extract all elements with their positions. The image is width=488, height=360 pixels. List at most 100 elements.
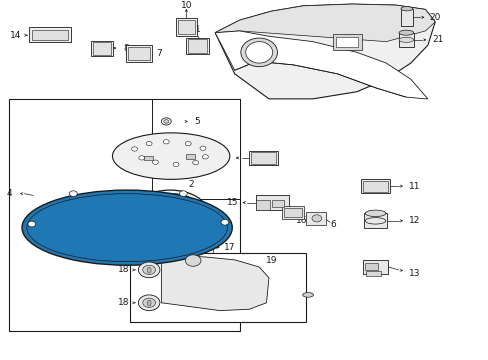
- Text: 3: 3: [100, 220, 105, 229]
- Circle shape: [138, 295, 160, 311]
- Polygon shape: [151, 99, 239, 199]
- Bar: [126, 45, 151, 62]
- Polygon shape: [215, 4, 434, 42]
- Text: 16: 16: [296, 216, 307, 225]
- Circle shape: [202, 155, 208, 159]
- Ellipse shape: [150, 201, 190, 225]
- Circle shape: [152, 160, 158, 164]
- Polygon shape: [215, 4, 434, 99]
- Ellipse shape: [27, 194, 227, 262]
- Ellipse shape: [91, 218, 100, 223]
- Text: 10: 10: [180, 1, 192, 10]
- Circle shape: [173, 162, 179, 166]
- Circle shape: [221, 219, 228, 225]
- Text: 6: 6: [330, 220, 336, 229]
- Text: 19: 19: [265, 256, 277, 265]
- Ellipse shape: [398, 37, 413, 42]
- Ellipse shape: [245, 42, 272, 63]
- Ellipse shape: [132, 190, 207, 237]
- Circle shape: [185, 255, 201, 266]
- Ellipse shape: [365, 210, 385, 217]
- Text: 18: 18: [117, 265, 129, 274]
- Ellipse shape: [64, 202, 126, 239]
- Ellipse shape: [166, 211, 173, 216]
- Bar: [185, 154, 194, 159]
- Bar: [365, 271, 381, 276]
- Ellipse shape: [112, 133, 229, 179]
- Polygon shape: [9, 99, 239, 332]
- Bar: [362, 260, 387, 274]
- Bar: [255, 195, 288, 210]
- Bar: [93, 42, 111, 54]
- Ellipse shape: [79, 211, 111, 230]
- Bar: [176, 18, 196, 36]
- Bar: [91, 41, 113, 56]
- Bar: [305, 212, 325, 225]
- Circle shape: [163, 120, 168, 123]
- Polygon shape: [215, 31, 427, 99]
- Bar: [29, 27, 71, 42]
- Ellipse shape: [22, 190, 232, 265]
- Circle shape: [311, 215, 321, 222]
- Circle shape: [142, 298, 155, 307]
- Bar: [249, 151, 277, 165]
- Text: 17: 17: [224, 243, 235, 252]
- Circle shape: [179, 191, 187, 197]
- Text: 4: 4: [7, 189, 13, 198]
- Bar: [187, 40, 207, 53]
- Circle shape: [185, 141, 191, 146]
- Circle shape: [139, 156, 144, 160]
- Circle shape: [138, 262, 160, 278]
- Ellipse shape: [59, 198, 132, 243]
- Circle shape: [200, 146, 205, 150]
- Ellipse shape: [54, 194, 137, 247]
- Circle shape: [167, 212, 172, 215]
- Ellipse shape: [143, 197, 197, 230]
- Bar: [255, 200, 270, 210]
- Ellipse shape: [240, 38, 277, 67]
- Bar: [336, 37, 357, 48]
- Bar: [129, 253, 305, 323]
- Bar: [362, 181, 387, 192]
- Bar: [400, 9, 412, 26]
- Bar: [398, 33, 413, 47]
- Circle shape: [146, 141, 152, 146]
- Text: 14: 14: [10, 31, 21, 40]
- Ellipse shape: [398, 30, 413, 35]
- Circle shape: [163, 140, 169, 144]
- Polygon shape: [161, 256, 268, 311]
- Bar: [271, 200, 284, 207]
- Ellipse shape: [137, 193, 203, 233]
- Ellipse shape: [400, 6, 412, 11]
- Bar: [178, 20, 194, 34]
- Text: 7: 7: [156, 49, 162, 58]
- Text: 18: 18: [117, 298, 129, 307]
- Text: 13: 13: [408, 269, 420, 278]
- Circle shape: [131, 147, 137, 151]
- Ellipse shape: [365, 218, 385, 224]
- Ellipse shape: [147, 300, 151, 306]
- Bar: [360, 179, 389, 193]
- Text: 12: 12: [408, 216, 420, 225]
- Bar: [144, 156, 153, 161]
- Text: 2: 2: [187, 180, 193, 189]
- Bar: [332, 35, 361, 50]
- Circle shape: [69, 191, 77, 197]
- Bar: [364, 213, 386, 228]
- Text: 20: 20: [428, 13, 440, 22]
- Ellipse shape: [147, 267, 151, 273]
- Bar: [32, 30, 68, 40]
- Text: 21: 21: [431, 35, 443, 44]
- Bar: [282, 206, 303, 219]
- Text: 5: 5: [194, 117, 200, 126]
- Bar: [185, 38, 209, 54]
- Text: 11: 11: [408, 182, 420, 191]
- Ellipse shape: [72, 206, 118, 235]
- Circle shape: [161, 118, 171, 125]
- Ellipse shape: [162, 208, 178, 218]
- Bar: [128, 47, 149, 60]
- Ellipse shape: [86, 215, 104, 226]
- Text: 8: 8: [123, 44, 129, 53]
- Text: 15: 15: [226, 198, 238, 207]
- Text: 9: 9: [223, 153, 228, 162]
